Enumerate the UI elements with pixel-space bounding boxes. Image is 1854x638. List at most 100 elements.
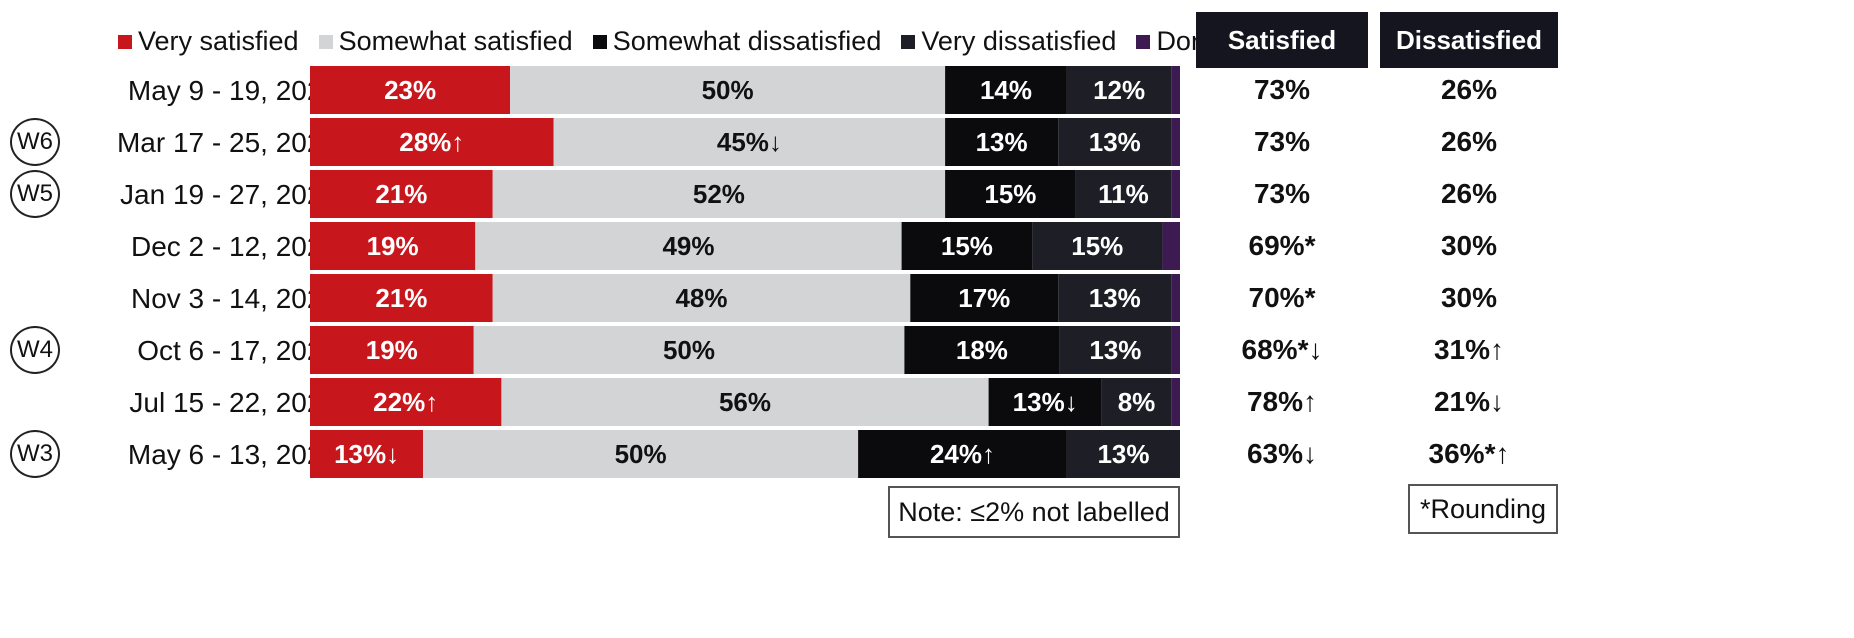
bar-segment bbox=[1075, 170, 1172, 218]
bar-data-label: 13% bbox=[1089, 335, 1141, 365]
bar-data-label: 14% bbox=[980, 75, 1032, 105]
legend-swatch bbox=[118, 34, 132, 49]
bar-data-label: 13%↓ bbox=[334, 439, 399, 469]
dissatisfied-value: 30% bbox=[1440, 230, 1498, 261]
bar-segment bbox=[492, 170, 946, 218]
legend-label: Very dissatisfied bbox=[921, 26, 1117, 56]
bar-data-label: 52% bbox=[693, 179, 745, 209]
bar-segment bbox=[310, 118, 554, 166]
bar-segment bbox=[858, 430, 1067, 478]
dissatisfied-value: 21%↓ bbox=[1433, 386, 1505, 417]
legend-item: Somewhat satisfied bbox=[318, 26, 573, 57]
bar-data-label: 13%↓ bbox=[1013, 387, 1078, 417]
note-text: Note: ≤2% not labelled bbox=[898, 496, 1170, 527]
bar-segment bbox=[1066, 430, 1180, 478]
legend-label: Somewhat dissatisfied bbox=[612, 26, 882, 56]
bar-segment bbox=[910, 274, 1059, 322]
bar-segment bbox=[1171, 274, 1180, 322]
row-label: May 6 - 13, 2021 bbox=[127, 439, 338, 470]
bar-segment bbox=[1171, 118, 1180, 166]
bar-segment bbox=[473, 326, 905, 374]
bar-data-label: 21% bbox=[375, 179, 427, 209]
bar-segment bbox=[1066, 66, 1172, 114]
bar-data-label: 49% bbox=[662, 231, 714, 261]
wave-marker: W6 bbox=[10, 118, 60, 166]
bar-data-label: 48% bbox=[675, 283, 727, 313]
bar-data-label: 23% bbox=[384, 75, 436, 105]
bar-data-label: 22%↑ bbox=[373, 387, 438, 417]
bar-data-label: 24%↑ bbox=[930, 439, 995, 469]
bar-data-label: 21% bbox=[375, 283, 427, 313]
legend-label: Very satisfied bbox=[138, 26, 299, 56]
row-label: Mar 17 - 25, 2022 bbox=[116, 127, 338, 158]
bar-segment bbox=[310, 222, 476, 270]
bar-segment bbox=[945, 118, 1059, 166]
legend-label: Somewhat satisfied bbox=[338, 26, 573, 56]
bar-data-label: 15% bbox=[1071, 231, 1123, 261]
dissatisfied-value: 26% bbox=[1440, 74, 1498, 105]
wave-marker: W5 bbox=[10, 170, 60, 218]
bar-segment bbox=[1162, 222, 1180, 270]
bar-data-label: 50% bbox=[615, 439, 667, 469]
bar-data-label: 19% bbox=[366, 335, 418, 365]
bar-segment bbox=[904, 326, 1060, 374]
row-label: Nov 3 - 14, 2021 bbox=[130, 283, 338, 314]
satisfied-value: 73% bbox=[1253, 178, 1311, 209]
dissatisfied-column-header: Dissatisfied bbox=[1380, 12, 1558, 68]
bar-segment bbox=[1058, 118, 1172, 166]
bar-data-label: 11% bbox=[1098, 179, 1149, 209]
note-box: Note: ≤2% not labelled bbox=[888, 486, 1180, 538]
row-label: Jul 15 - 22, 2021 bbox=[129, 387, 338, 418]
bar-data-label: 56% bbox=[719, 387, 771, 417]
satisfied-value: 73% bbox=[1253, 74, 1311, 105]
row-label: Oct 6 - 17, 2021 bbox=[137, 335, 338, 366]
bar-segment bbox=[1059, 326, 1172, 374]
bar-segment bbox=[310, 378, 502, 426]
bar-segment bbox=[1058, 274, 1172, 322]
bar-data-label: 28%↑ bbox=[399, 127, 464, 157]
bar-data-label: 18% bbox=[956, 335, 1008, 365]
legend-item: Very satisfied bbox=[118, 26, 299, 57]
bar-segment bbox=[1032, 222, 1163, 270]
bar-segment bbox=[423, 430, 859, 478]
satisfied-value: 70%* bbox=[1248, 282, 1316, 313]
bar-segment bbox=[492, 274, 911, 322]
wave-marker: W4 bbox=[10, 326, 60, 374]
bar-data-label: 50% bbox=[663, 335, 715, 365]
satisfied-value: 78%↑ bbox=[1246, 386, 1318, 417]
bar-data-label: 50% bbox=[702, 75, 754, 105]
row-label: Dec 2 - 12, 2021 bbox=[130, 231, 338, 262]
bar-segment bbox=[945, 66, 1067, 114]
bar-segment bbox=[988, 378, 1102, 426]
bar-data-label: 19% bbox=[367, 231, 419, 261]
bar-segment bbox=[310, 274, 493, 322]
satisfied-value: 68%*↓ bbox=[1241, 334, 1323, 365]
rounding-note-box: *Rounding bbox=[1408, 484, 1558, 534]
bar-data-label: 15% bbox=[941, 231, 993, 261]
bar-data-label: 17% bbox=[958, 283, 1010, 313]
legend-swatch bbox=[592, 34, 607, 49]
bar-data-label: 13% bbox=[976, 127, 1028, 157]
bar-data-label: 8% bbox=[1118, 387, 1156, 417]
legend-swatch bbox=[1136, 34, 1151, 49]
bar-segment bbox=[310, 66, 511, 114]
bar-data-label: 15% bbox=[984, 179, 1036, 209]
dissatisfied-value: 26% bbox=[1440, 178, 1498, 209]
satisfied-value: 73% bbox=[1253, 126, 1311, 157]
legend-item: Somewhat dissatisfied bbox=[592, 26, 882, 57]
bar-segment bbox=[310, 430, 424, 478]
legend-swatch bbox=[318, 34, 333, 49]
bar-segment bbox=[553, 118, 946, 166]
bar-segment bbox=[475, 222, 902, 270]
dissatisfied-value: 31%↑ bbox=[1433, 334, 1505, 365]
satisfied-value: 69%* bbox=[1248, 230, 1316, 261]
legend-swatch bbox=[901, 34, 916, 49]
bar-segment bbox=[510, 66, 946, 114]
bar-segment bbox=[1171, 170, 1180, 218]
bar-data-label: 45%↓ bbox=[717, 127, 782, 157]
dissatisfied-value: 30% bbox=[1440, 282, 1498, 313]
row-label: Jan 19 - 27, 2022 bbox=[120, 179, 338, 210]
bar-data-label: 13% bbox=[1089, 283, 1141, 313]
satisfied-value: 63%↓ bbox=[1246, 438, 1318, 469]
